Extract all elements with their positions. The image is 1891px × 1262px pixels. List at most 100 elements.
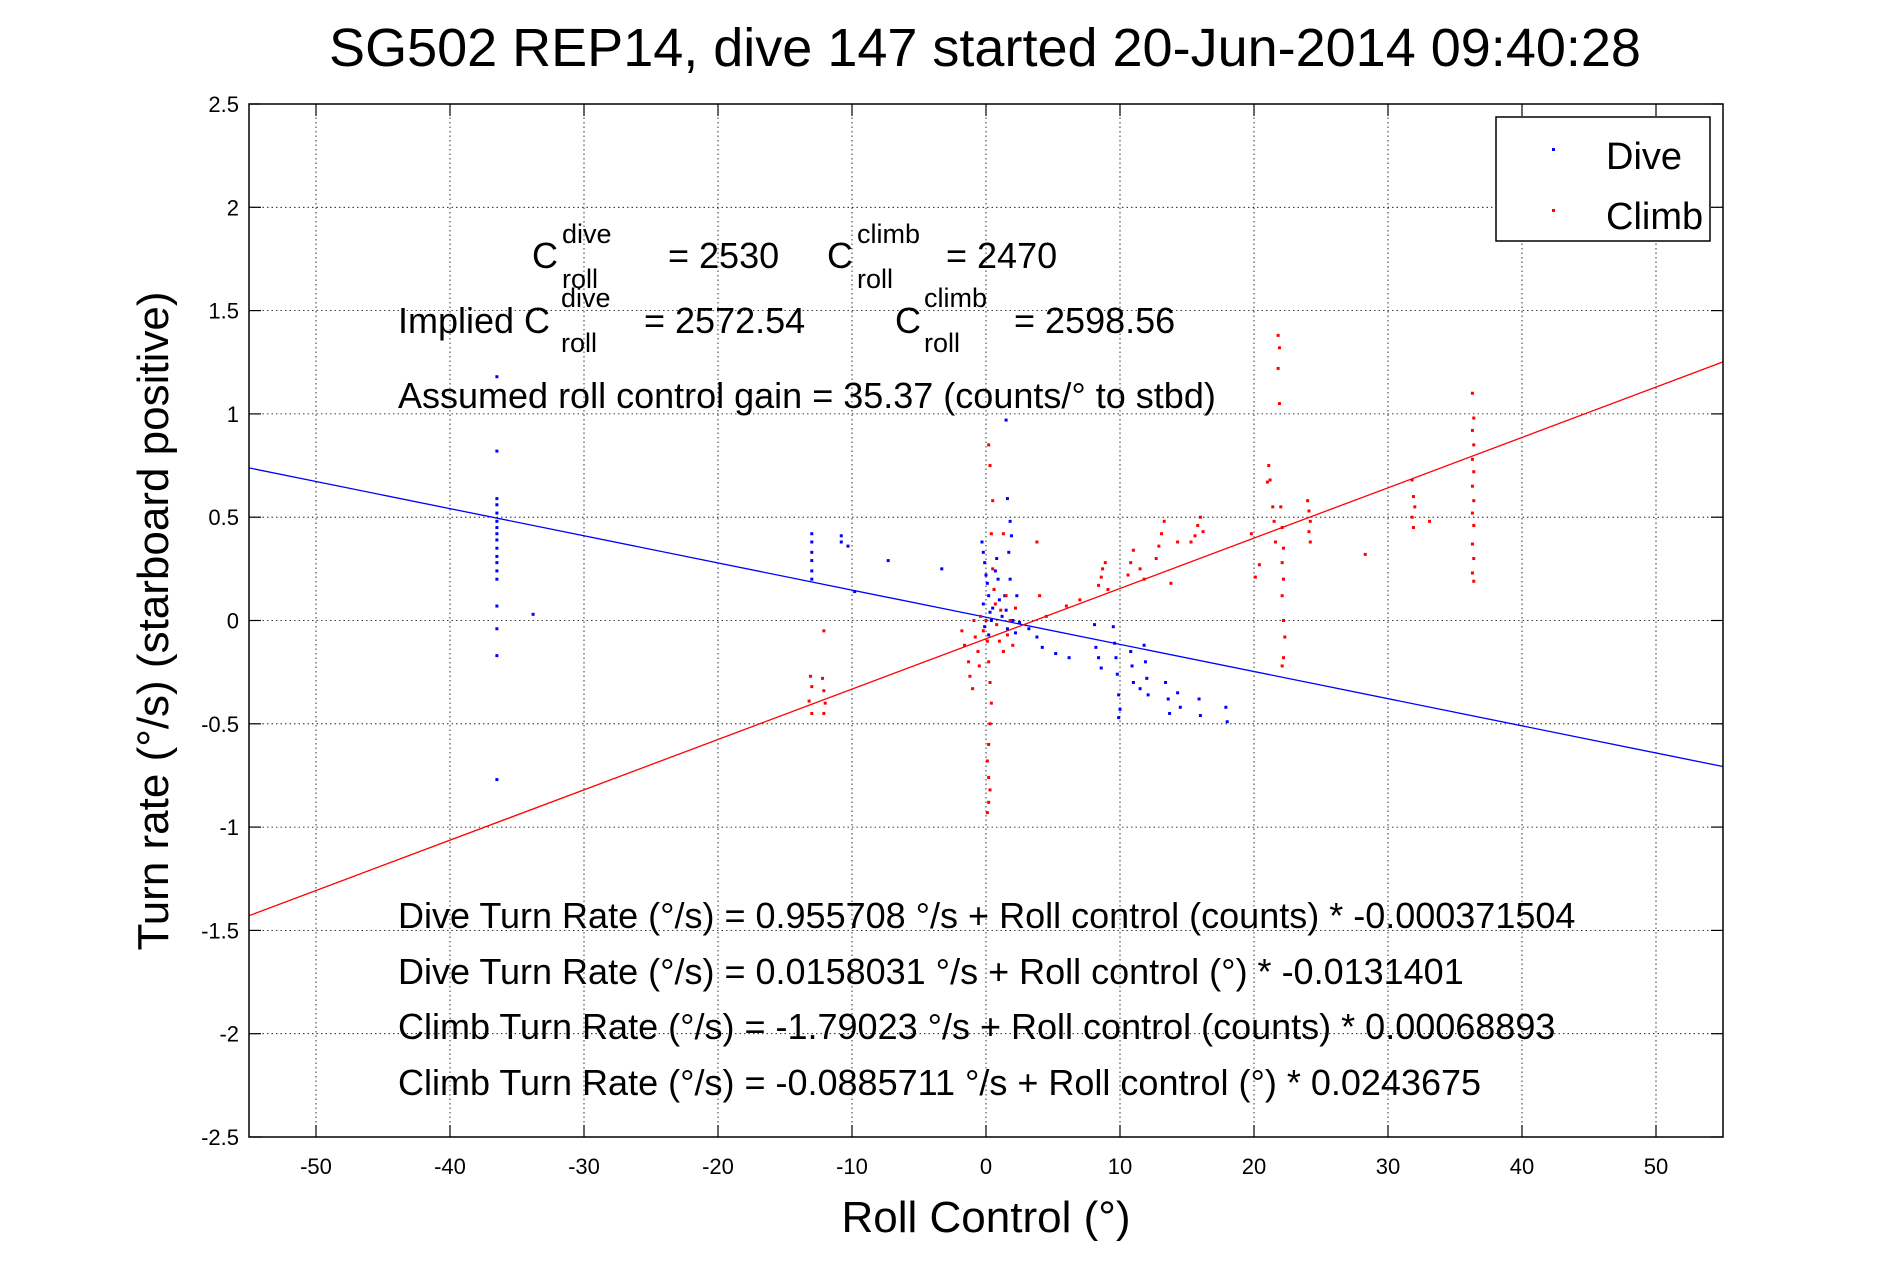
data-point-dive: [810, 540, 814, 544]
data-point-climb: [1064, 604, 1068, 608]
data-point-dive: [1225, 720, 1229, 724]
c-dive-sub: roll: [562, 264, 598, 294]
data-points: [495, 333, 1476, 815]
data-point-dive: [495, 778, 499, 782]
data-point-dive: [981, 602, 985, 606]
data-point-climb: [972, 619, 976, 622]
data-point-dive: [810, 532, 814, 536]
data-point-climb: [992, 588, 996, 592]
data-point-dive: [1224, 705, 1228, 709]
data-point-climb: [1470, 428, 1474, 432]
x-axis-label: Roll Control (°): [842, 1193, 1131, 1242]
data-point-dive: [495, 577, 499, 581]
data-point-climb: [1410, 478, 1414, 482]
data-point-dive: [1067, 656, 1071, 660]
data-point-dive: [1142, 643, 1146, 647]
data-point-climb: [1249, 532, 1253, 536]
x-tick-label: 40: [1510, 1154, 1534, 1179]
c-climb-sub: roll: [857, 264, 893, 294]
y-tick-label: -1.5: [201, 918, 239, 943]
data-point-climb: [1472, 523, 1476, 527]
data-point-dive: [1117, 716, 1121, 720]
data-point-dive: [1166, 697, 1170, 701]
data-point-dive: [1146, 693, 1150, 697]
data-point-climb: [810, 685, 814, 689]
data-point-climb: [1281, 577, 1285, 581]
data-point-climb: [1103, 561, 1107, 565]
data-point-climb: [981, 629, 985, 633]
data-point-dive: [1015, 594, 1019, 598]
data-point-climb: [821, 676, 825, 680]
data-point-dive: [495, 627, 499, 631]
data-point-climb: [1472, 499, 1476, 503]
data-point-dive: [1094, 645, 1098, 649]
data-point-climb: [1268, 478, 1272, 482]
data-point-climb: [1044, 614, 1048, 618]
data-point-climb: [993, 602, 997, 606]
annotation-implied-climb: C climb roll = 2598.56: [895, 283, 1175, 358]
data-point-climb: [1176, 540, 1180, 544]
data-point-climb: [1099, 575, 1103, 579]
data-point-climb: [1142, 577, 1146, 581]
data-point-climb: [1001, 649, 1005, 653]
annotation-c-dive: C dive roll = 2530: [532, 219, 779, 294]
data-point-climb: [995, 623, 999, 627]
data-point-climb: [960, 629, 964, 633]
series-climb: [807, 333, 1476, 815]
data-point-climb: [1106, 588, 1110, 592]
data-point-dive: [1138, 687, 1142, 691]
implied-climb-value: = 2598.56: [1014, 300, 1175, 341]
data-point-dive: [1008, 519, 1012, 523]
data-point-climb: [1411, 526, 1415, 530]
data-point-climb: [1472, 557, 1476, 561]
data-point-climb: [1279, 505, 1283, 509]
data-point-climb: [987, 800, 991, 804]
data-point-climb: [1253, 575, 1257, 579]
data-point-dive: [810, 569, 814, 573]
data-point-climb: [988, 464, 992, 468]
data-point-dive: [886, 559, 890, 563]
data-point-climb: [987, 742, 991, 746]
data-point-dive: [981, 550, 985, 554]
data-point-climb: [1472, 579, 1476, 583]
data-point-climb: [1273, 540, 1277, 544]
axis-ticks: [249, 103, 1723, 1138]
data-point-dive: [1164, 680, 1168, 684]
y-axis-label: Turn rate (°/s) (starboard positive): [129, 291, 178, 950]
data-point-climb: [967, 660, 971, 664]
data-point-dive: [839, 540, 843, 544]
data-point-dive: [1000, 614, 1004, 618]
data-point-climb: [985, 811, 989, 815]
data-point-climb: [1129, 561, 1133, 565]
annotation-eq3: Climb Turn Rate (°/s) = -1.79023 °/s + R…: [398, 1006, 1555, 1047]
data-point-dive: [1097, 656, 1101, 660]
data-point-dive: [1018, 621, 1021, 625]
data-point-climb: [1005, 633, 1009, 637]
data-point-climb: [968, 674, 972, 678]
data-point-dive: [1004, 608, 1008, 612]
data-point-climb: [1280, 561, 1284, 565]
legend-label-dive: Dive: [1606, 136, 1682, 178]
data-point-dive: [495, 503, 499, 507]
data-point-dive: [1131, 680, 1135, 684]
data-point-climb: [1160, 532, 1164, 536]
data-point-dive: [996, 577, 1000, 581]
data-point-climb: [1308, 540, 1312, 544]
data-point-climb: [987, 776, 991, 780]
data-point-dive: [810, 559, 814, 563]
data-point-dive: [495, 511, 499, 515]
implied-prefix: Implied C: [398, 300, 550, 341]
data-point-climb: [1428, 519, 1432, 523]
data-point-climb: [1196, 523, 1200, 527]
data-point-dive: [1004, 418, 1008, 422]
data-point-dive: [1115, 672, 1119, 676]
y-tick-label: -1: [219, 815, 239, 840]
data-point-climb: [1004, 594, 1008, 598]
fit-lines: [248, 361, 1724, 917]
data-point-dive: [1114, 656, 1118, 660]
data-point-climb: [1308, 519, 1312, 523]
data-point-dive: [1013, 631, 1017, 635]
annotation-eq2: Dive Turn Rate (°/s) = 0.0158031 °/s + R…: [398, 951, 1464, 992]
data-point-climb: [991, 567, 995, 571]
